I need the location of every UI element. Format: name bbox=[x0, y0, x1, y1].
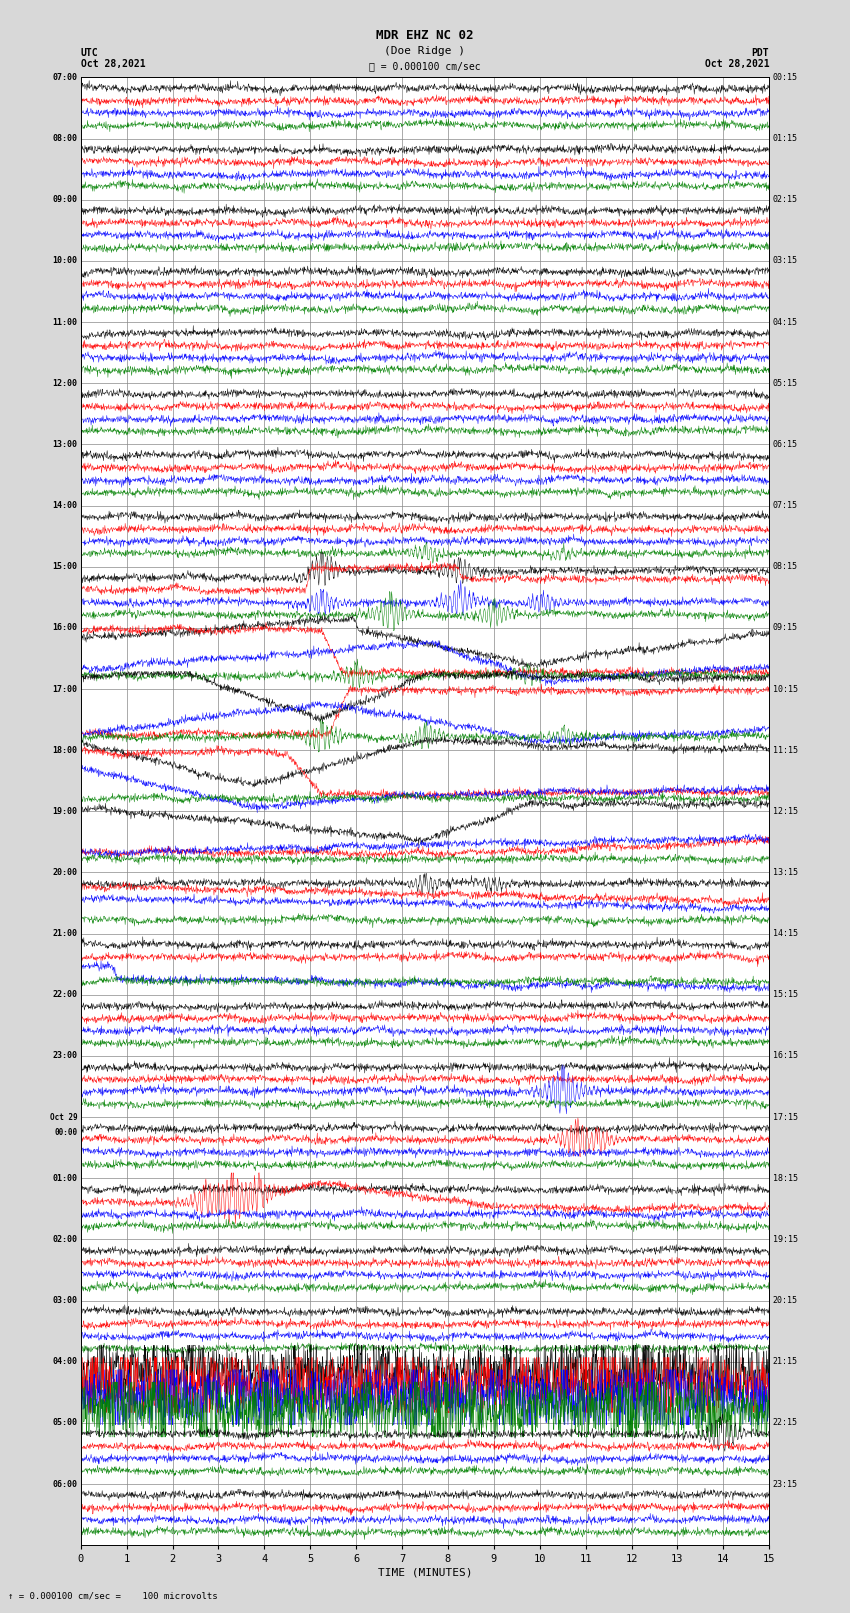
Text: 12:00: 12:00 bbox=[53, 379, 77, 387]
Text: (Doe Ridge ): (Doe Ridge ) bbox=[384, 47, 466, 56]
Text: 00:00: 00:00 bbox=[54, 1127, 77, 1137]
Text: 02:00: 02:00 bbox=[53, 1236, 77, 1244]
Text: 02:15: 02:15 bbox=[773, 195, 797, 205]
Text: 14:00: 14:00 bbox=[53, 502, 77, 510]
Text: 13:00: 13:00 bbox=[53, 440, 77, 448]
Text: 01:15: 01:15 bbox=[773, 134, 797, 144]
Text: 23:00: 23:00 bbox=[53, 1052, 77, 1060]
Text: 19:15: 19:15 bbox=[773, 1236, 797, 1244]
Text: 18:00: 18:00 bbox=[53, 745, 77, 755]
Text: 14:15: 14:15 bbox=[773, 929, 797, 939]
Text: 16:00: 16:00 bbox=[53, 623, 77, 632]
Text: 04:00: 04:00 bbox=[53, 1357, 77, 1366]
Text: 09:15: 09:15 bbox=[773, 623, 797, 632]
Text: 16:15: 16:15 bbox=[773, 1052, 797, 1060]
Text: 03:00: 03:00 bbox=[53, 1297, 77, 1305]
Text: 09:00: 09:00 bbox=[53, 195, 77, 205]
Text: 10:00: 10:00 bbox=[53, 256, 77, 266]
Text: 19:00: 19:00 bbox=[53, 806, 77, 816]
Text: 23:15: 23:15 bbox=[773, 1479, 797, 1489]
Text: 21:15: 21:15 bbox=[773, 1357, 797, 1366]
Text: 13:15: 13:15 bbox=[773, 868, 797, 877]
Text: 17:15: 17:15 bbox=[773, 1113, 797, 1121]
Text: Oct 29: Oct 29 bbox=[49, 1113, 77, 1121]
Text: 11:00: 11:00 bbox=[53, 318, 77, 326]
Text: 05:15: 05:15 bbox=[773, 379, 797, 387]
Text: 20:00: 20:00 bbox=[53, 868, 77, 877]
Text: 18:15: 18:15 bbox=[773, 1174, 797, 1182]
Text: 05:00: 05:00 bbox=[53, 1418, 77, 1428]
Text: 06:15: 06:15 bbox=[773, 440, 797, 448]
Text: ⎵ = 0.000100 cm/sec: ⎵ = 0.000100 cm/sec bbox=[369, 61, 481, 71]
X-axis label: TIME (MINUTES): TIME (MINUTES) bbox=[377, 1568, 473, 1578]
Text: 08:00: 08:00 bbox=[53, 134, 77, 144]
Text: 00:15: 00:15 bbox=[773, 73, 797, 82]
Text: PDT
Oct 28,2021: PDT Oct 28,2021 bbox=[705, 48, 769, 69]
Text: 08:15: 08:15 bbox=[773, 563, 797, 571]
Text: 17:00: 17:00 bbox=[53, 684, 77, 694]
Text: 03:15: 03:15 bbox=[773, 256, 797, 266]
Text: 11:15: 11:15 bbox=[773, 745, 797, 755]
Text: 04:15: 04:15 bbox=[773, 318, 797, 326]
Text: ↑ = 0.000100 cm/sec =    100 microvolts: ↑ = 0.000100 cm/sec = 100 microvolts bbox=[8, 1590, 218, 1600]
Text: 01:00: 01:00 bbox=[53, 1174, 77, 1182]
Text: MDR EHZ NC 02: MDR EHZ NC 02 bbox=[377, 29, 473, 42]
Text: 15:15: 15:15 bbox=[773, 990, 797, 1000]
Text: 07:15: 07:15 bbox=[773, 502, 797, 510]
Text: 20:15: 20:15 bbox=[773, 1297, 797, 1305]
Text: 06:00: 06:00 bbox=[53, 1479, 77, 1489]
Text: 15:00: 15:00 bbox=[53, 563, 77, 571]
Text: 07:00: 07:00 bbox=[53, 73, 77, 82]
Text: UTC
Oct 28,2021: UTC Oct 28,2021 bbox=[81, 48, 145, 69]
Text: 10:15: 10:15 bbox=[773, 684, 797, 694]
Text: 12:15: 12:15 bbox=[773, 806, 797, 816]
Text: 22:15: 22:15 bbox=[773, 1418, 797, 1428]
Text: 22:00: 22:00 bbox=[53, 990, 77, 1000]
Text: 21:00: 21:00 bbox=[53, 929, 77, 939]
